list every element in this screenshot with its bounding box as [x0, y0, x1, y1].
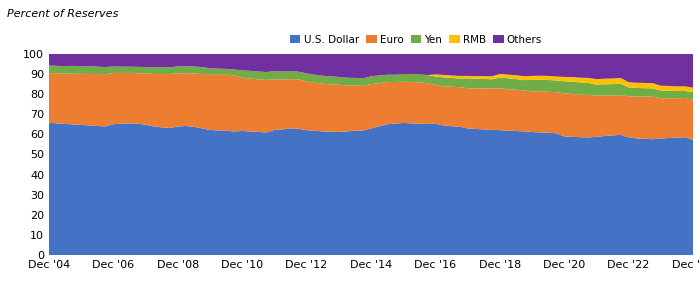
- Text: Percent of Reserves: Percent of Reserves: [7, 9, 118, 19]
- Legend: U.S. Dollar, Euro, Yen, RMB, Others: U.S. Dollar, Euro, Yen, RMB, Others: [290, 35, 542, 45]
